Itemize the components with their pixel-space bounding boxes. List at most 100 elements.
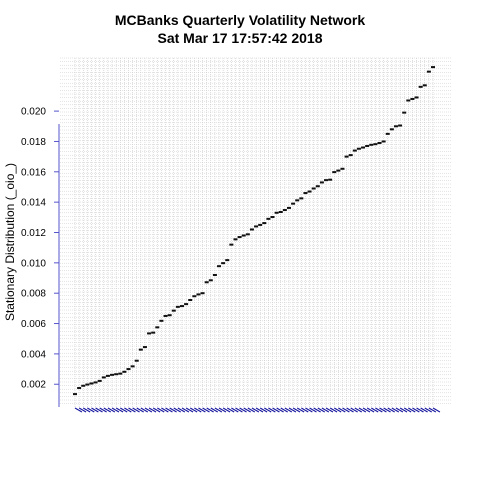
data-point	[369, 143, 374, 146]
x-tick-mark	[325, 407, 334, 413]
y-tick-label: 0.002	[21, 380, 46, 391]
x-tick-mark	[301, 407, 309, 413]
x-tick-mark	[132, 407, 140, 413]
data-point	[356, 147, 361, 150]
x-tick-mark	[259, 407, 268, 413]
x-tick-mark	[136, 407, 144, 413]
data-point	[142, 346, 147, 349]
x-tick-mark	[370, 407, 379, 413]
x-tick-mark	[161, 407, 169, 413]
x-tick-mark	[177, 407, 186, 413]
data-point	[426, 70, 431, 73]
data-point	[381, 140, 386, 143]
y-tick-label: 0.018	[21, 137, 46, 148]
data-point	[184, 303, 189, 306]
data-point	[336, 169, 341, 172]
x-tick-mark	[243, 407, 251, 413]
x-axis-ticks	[74, 407, 441, 413]
data-point	[167, 314, 172, 317]
data-point	[245, 233, 250, 236]
data-point	[249, 228, 254, 231]
x-tick-mark	[152, 407, 161, 413]
data-point	[233, 238, 238, 241]
x-tick-mark	[420, 407, 428, 413]
data-point	[319, 181, 324, 184]
x-tick-mark	[408, 407, 416, 413]
data-point	[89, 382, 94, 385]
y-tick-label: 0.006	[21, 319, 46, 330]
x-tick-mark	[189, 407, 198, 413]
y-tick-label: 0.016	[21, 167, 46, 178]
y-tick-label: 0.020	[21, 107, 46, 118]
x-tick-mark	[173, 407, 181, 413]
data-point	[258, 223, 263, 226]
data-point	[311, 187, 316, 190]
data-point	[126, 368, 131, 371]
data-point	[105, 374, 110, 377]
x-tick-mark	[362, 407, 371, 413]
data-point	[332, 171, 337, 174]
y-axis-label: Stationary Distribution (_oio_)	[3, 163, 17, 321]
data-point	[385, 132, 390, 135]
data-point	[196, 293, 201, 296]
data-point	[155, 326, 160, 329]
x-tick-mark	[288, 407, 297, 413]
data-point	[254, 225, 259, 228]
data-point	[101, 376, 106, 379]
data-point	[122, 370, 127, 373]
x-tick-mark	[144, 407, 153, 413]
chart-subtitle: Sat Mar 17 17:57:42 2018	[157, 30, 323, 46]
data-point	[402, 111, 407, 114]
x-tick-mark	[284, 407, 293, 413]
data-point	[406, 99, 411, 102]
x-tick-mark	[210, 407, 219, 413]
x-tick-mark	[354, 407, 363, 413]
x-tick-mark	[251, 407, 260, 413]
data-point	[110, 373, 115, 376]
data-point	[286, 206, 291, 209]
x-tick-mark	[395, 407, 404, 413]
x-tick-mark	[375, 407, 383, 413]
data-point	[410, 97, 415, 100]
data-point	[324, 179, 329, 182]
x-tick-mark	[206, 407, 214, 413]
x-tick-mark	[95, 407, 103, 413]
grid	[60, 57, 452, 407]
data-point	[414, 96, 419, 99]
data-point	[299, 197, 304, 200]
x-tick-mark	[148, 407, 157, 413]
x-tick-mark	[272, 407, 280, 413]
x-tick-mark	[239, 407, 247, 413]
x-tick-mark	[198, 407, 206, 413]
x-tick-mark	[342, 407, 350, 413]
data-point	[118, 372, 123, 375]
data-point	[315, 185, 320, 188]
data-point	[159, 319, 164, 322]
data-point	[278, 211, 283, 214]
data-point	[422, 84, 427, 87]
x-tick-mark	[338, 407, 346, 413]
data-point	[344, 155, 349, 158]
data-point	[217, 265, 222, 268]
x-tick-mark	[313, 407, 321, 413]
data-point	[270, 216, 275, 219]
x-tick-mark	[124, 407, 132, 413]
data-point	[192, 295, 197, 298]
x-tick-mark	[103, 407, 112, 413]
data-point	[225, 259, 230, 262]
data-point	[307, 190, 312, 193]
x-tick-mark	[255, 407, 264, 413]
x-tick-mark	[416, 407, 424, 413]
y-tick-label: 0.014	[21, 198, 46, 209]
x-tick-mark	[403, 407, 412, 413]
x-tick-mark	[280, 407, 288, 413]
x-tick-mark	[235, 407, 243, 413]
data-point	[340, 167, 345, 170]
x-tick-mark	[424, 407, 432, 413]
data-point	[73, 393, 77, 396]
x-tick-mark	[432, 407, 441, 413]
x-tick-mark	[185, 407, 194, 413]
x-tick-mark	[111, 407, 120, 413]
data-point	[188, 299, 193, 302]
